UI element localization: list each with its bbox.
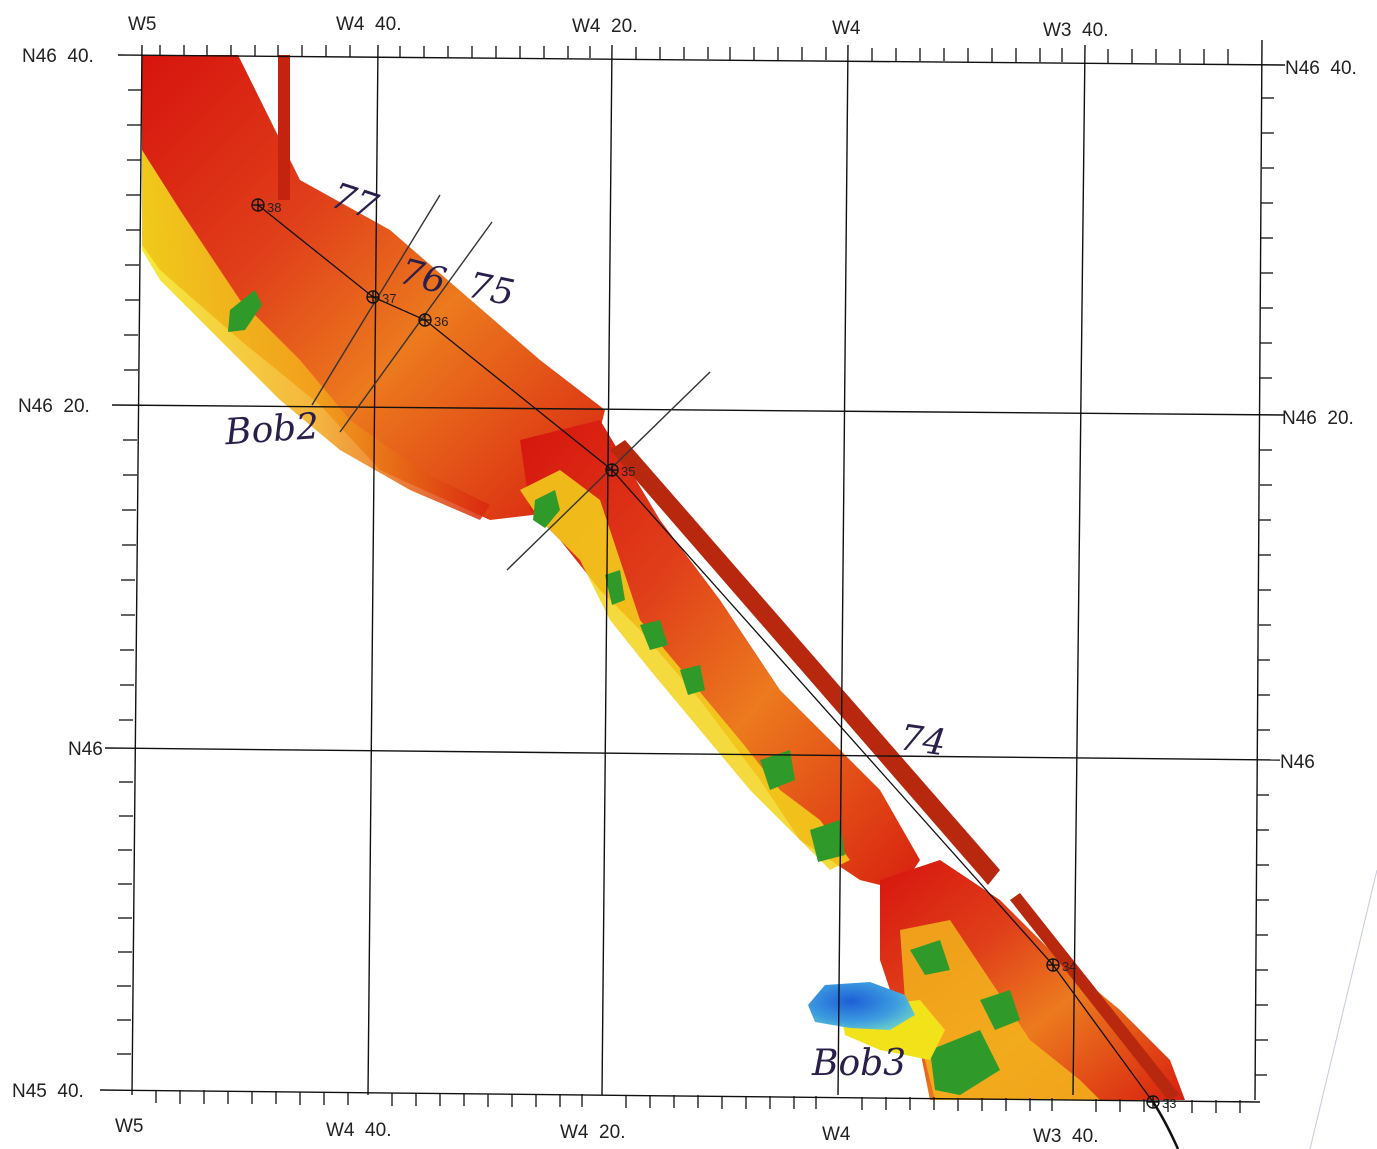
latitude-labels-left: N46 40. N46 20. N46 N45 40. xyxy=(12,46,103,1102)
lon-label-bottom-w5: W5 xyxy=(115,1116,144,1137)
waypoint-label-33: 33 xyxy=(1162,1096,1176,1111)
waypoint-label-36: 36 xyxy=(434,314,448,329)
longitude-labels-top: W5 W4 40. W4 20. W4 W3 40. xyxy=(128,14,1108,41)
lat-label-left-n45-40: N45 40. xyxy=(12,1081,84,1102)
waypoint-label-38: 38 xyxy=(267,200,281,215)
ship-track xyxy=(257,204,1180,1149)
bottom-ticks xyxy=(155,1090,1241,1113)
waypoint-label-34: 34 xyxy=(1062,959,1076,974)
right-ticks xyxy=(1255,97,1274,1076)
lon-label-top-w4-40: W4 40. xyxy=(336,14,401,35)
waypoint-markers xyxy=(251,198,1160,1109)
top-ticks xyxy=(159,45,1229,64)
lat-label-right-n46: N46 xyxy=(1280,752,1315,773)
lon-label-top-w3-40: W3 40. xyxy=(1043,20,1108,41)
lat-label-right-n46-40: N46 40. xyxy=(1285,58,1357,79)
line-label-75: 75 xyxy=(464,265,517,315)
graticule xyxy=(99,39,1286,1103)
site-label-bob3: Bob3 xyxy=(811,1043,906,1084)
line-label-74: 74 xyxy=(897,717,948,764)
lon-label-bottom-w4: W4 xyxy=(822,1124,851,1145)
lat-label-left-n46: N46 xyxy=(68,739,103,760)
lat-label-left-n46-40: N46 40. xyxy=(22,46,94,67)
lon-label-top-w4: W4 xyxy=(832,18,861,39)
longitude-labels-bottom: W5 W4 40. W4 20. W4 W3 40. xyxy=(115,1116,1098,1147)
page-edge xyxy=(1309,869,1377,1149)
left-ticks xyxy=(117,89,142,1055)
waypoint-labels: 38 37 36 35 34 33 xyxy=(267,200,1176,1111)
latitude-labels-right: N46 40. N46 20. N46 xyxy=(1280,58,1357,773)
site-label-bob2: Bob2 xyxy=(223,406,321,454)
survey-lines xyxy=(311,194,711,571)
lon-label-top-w5: W5 xyxy=(128,14,157,35)
bathymetry-swath xyxy=(142,55,1185,1100)
lon-label-bottom-w4-20: W4 20. xyxy=(560,1122,625,1143)
lon-label-bottom-w4-40: W4 40. xyxy=(326,1120,391,1141)
waypoint-label-37: 37 xyxy=(382,291,396,306)
handwritten-annotations: 77 76 75 74 Bob2 Bob3 xyxy=(223,175,949,1084)
lat-label-left-n46-20: N46 20. xyxy=(18,396,90,417)
lon-label-bottom-w3-40: W3 40. xyxy=(1033,1126,1098,1147)
lat-label-right-n46-20: N46 20. xyxy=(1282,408,1354,429)
lon-label-top-w4-20: W4 20. xyxy=(572,16,637,37)
waypoint-label-35: 35 xyxy=(621,464,635,479)
